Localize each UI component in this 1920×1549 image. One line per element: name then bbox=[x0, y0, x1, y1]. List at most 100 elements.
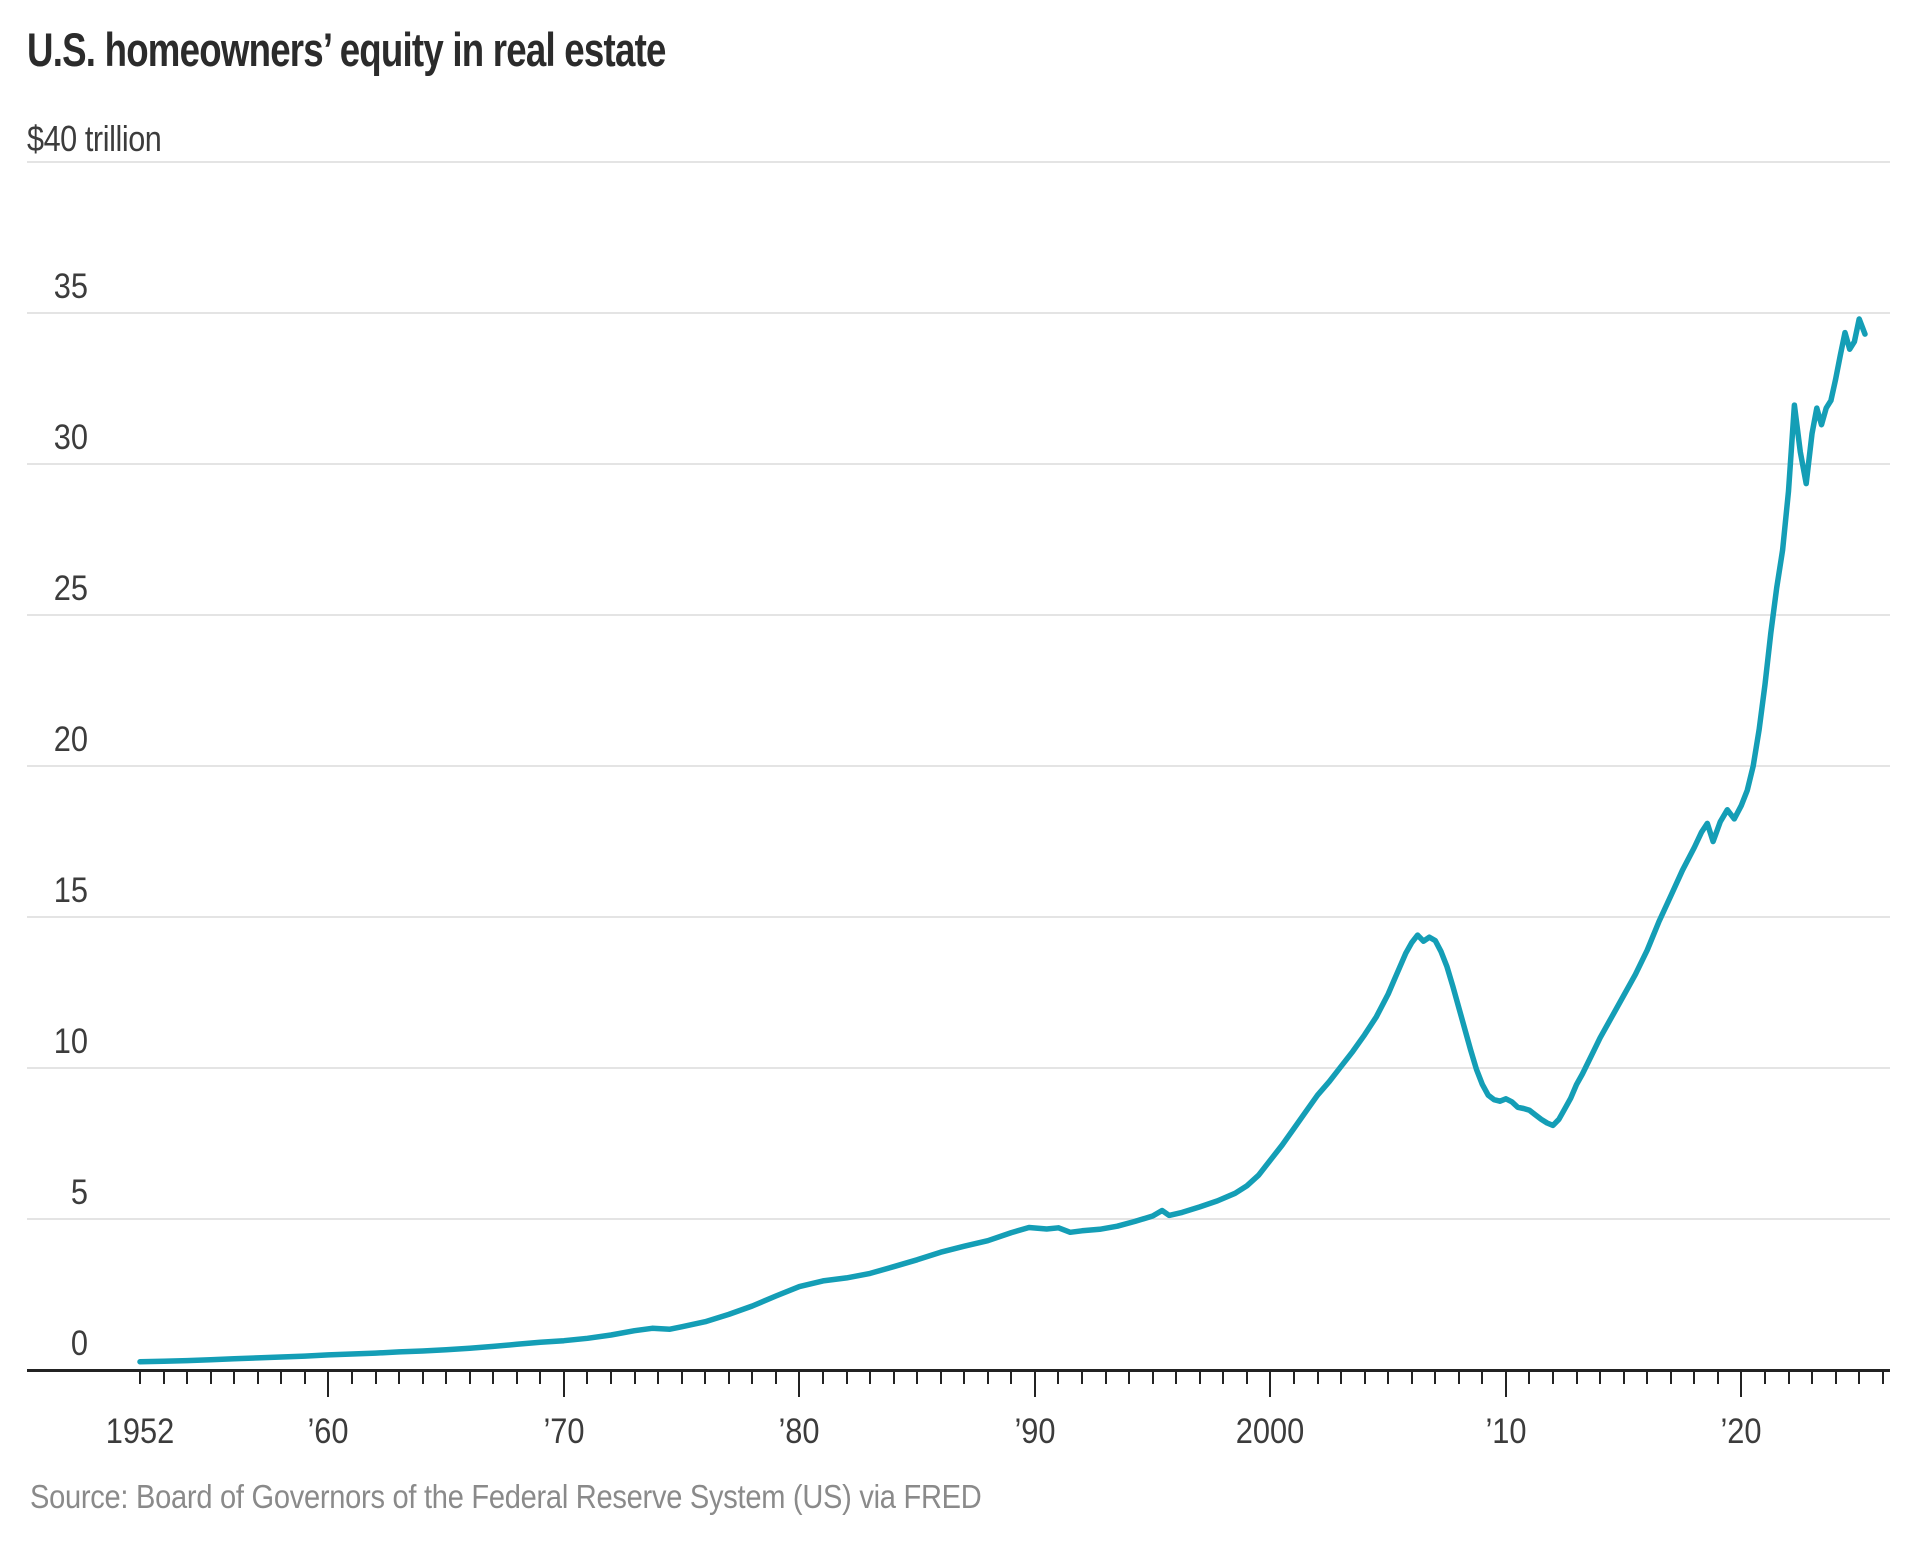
y-tick-label: 35 bbox=[53, 267, 88, 306]
gridline bbox=[27, 765, 1890, 767]
x-tick bbox=[186, 1372, 188, 1384]
y-tick-label: 0 bbox=[70, 1324, 88, 1363]
x-tick bbox=[1693, 1372, 1695, 1384]
x-tick bbox=[1105, 1372, 1107, 1384]
x-tick bbox=[163, 1372, 165, 1384]
x-tick bbox=[1458, 1372, 1460, 1384]
x-tick bbox=[469, 1372, 471, 1384]
source-note: Source: Board of Governors of the Federa… bbox=[30, 1478, 982, 1515]
x-tick bbox=[1788, 1372, 1790, 1384]
x-tick bbox=[233, 1372, 235, 1384]
x-tick bbox=[539, 1372, 541, 1384]
x-tick-label: ’80 bbox=[778, 1412, 820, 1451]
x-tick-label: ’70 bbox=[543, 1412, 585, 1451]
x-tick bbox=[1199, 1372, 1201, 1384]
x-tick bbox=[1505, 1372, 1507, 1397]
x-tick bbox=[1034, 1372, 1036, 1397]
x-tick bbox=[846, 1372, 848, 1384]
x-tick bbox=[1764, 1372, 1766, 1384]
x-tick bbox=[210, 1372, 212, 1384]
x-tick bbox=[681, 1372, 683, 1384]
x-tick bbox=[1646, 1372, 1648, 1384]
x-tick bbox=[1222, 1372, 1224, 1384]
gridline bbox=[27, 916, 1890, 918]
x-tick bbox=[987, 1372, 989, 1384]
x-tick bbox=[1081, 1372, 1083, 1384]
x-tick bbox=[798, 1372, 800, 1397]
x-axis-line bbox=[27, 1369, 1890, 1372]
x-tick bbox=[1858, 1372, 1860, 1384]
x-tick bbox=[280, 1372, 282, 1384]
x-tick bbox=[1623, 1372, 1625, 1384]
x-tick-label: 2000 bbox=[1235, 1412, 1305, 1451]
x-tick bbox=[751, 1372, 753, 1384]
x-tick bbox=[1246, 1372, 1248, 1384]
x-tick bbox=[445, 1372, 447, 1384]
x-tick bbox=[940, 1372, 942, 1384]
x-tick bbox=[1010, 1372, 1012, 1384]
x-tick bbox=[422, 1372, 424, 1384]
x-tick bbox=[1670, 1372, 1672, 1384]
x-tick bbox=[1128, 1372, 1130, 1384]
x-tick bbox=[257, 1372, 259, 1384]
x-tick bbox=[327, 1372, 329, 1397]
x-tick bbox=[657, 1372, 659, 1384]
x-tick bbox=[351, 1372, 353, 1384]
gridline bbox=[27, 463, 1890, 465]
x-tick bbox=[775, 1372, 777, 1384]
x-tick bbox=[1740, 1372, 1742, 1397]
x-tick bbox=[1057, 1372, 1059, 1384]
x-tick bbox=[375, 1372, 377, 1384]
x-tick bbox=[704, 1372, 706, 1384]
x-tick bbox=[1293, 1372, 1295, 1384]
x-tick bbox=[1387, 1372, 1389, 1384]
x-tick bbox=[563, 1372, 565, 1397]
x-tick bbox=[1434, 1372, 1436, 1384]
x-tick bbox=[398, 1372, 400, 1384]
x-tick bbox=[586, 1372, 588, 1384]
x-tick bbox=[1411, 1372, 1413, 1384]
gridline bbox=[27, 614, 1890, 616]
x-tick bbox=[893, 1372, 895, 1384]
x-tick bbox=[1576, 1372, 1578, 1384]
x-tick bbox=[634, 1372, 636, 1384]
x-tick bbox=[1481, 1372, 1483, 1384]
x-tick bbox=[728, 1372, 730, 1384]
x-tick bbox=[822, 1372, 824, 1384]
x-tick bbox=[1340, 1372, 1342, 1384]
y-tick-label: 15 bbox=[53, 871, 88, 910]
x-tick bbox=[304, 1372, 306, 1384]
x-tick bbox=[1811, 1372, 1813, 1384]
x-tick-label: ’10 bbox=[1485, 1412, 1527, 1451]
y-tick-label: 25 bbox=[53, 569, 88, 608]
x-tick bbox=[610, 1372, 612, 1384]
y-tick-label: 30 bbox=[53, 418, 88, 457]
gridline bbox=[27, 1067, 1890, 1069]
gridline bbox=[27, 312, 1890, 314]
equity-line bbox=[137, 316, 1868, 1365]
x-tick bbox=[1152, 1372, 1154, 1384]
x-tick bbox=[869, 1372, 871, 1384]
x-tick bbox=[1599, 1372, 1601, 1384]
x-tick bbox=[1364, 1372, 1366, 1384]
y-tick-label: 5 bbox=[70, 1173, 88, 1212]
x-tick bbox=[1882, 1372, 1884, 1384]
x-tick bbox=[1175, 1372, 1177, 1384]
x-tick bbox=[1835, 1372, 1837, 1384]
gridline bbox=[27, 1218, 1890, 1220]
x-tick bbox=[1528, 1372, 1530, 1384]
x-tick bbox=[1717, 1372, 1719, 1384]
x-tick bbox=[139, 1372, 141, 1384]
x-tick bbox=[1317, 1372, 1319, 1384]
x-tick bbox=[963, 1372, 965, 1384]
chart-title: U.S. homeowners’ equity in real estate bbox=[27, 23, 666, 76]
x-tick bbox=[916, 1372, 918, 1384]
x-tick bbox=[1269, 1372, 1271, 1397]
x-tick-label: ’20 bbox=[1720, 1412, 1762, 1451]
x-tick-label: ’90 bbox=[1014, 1412, 1056, 1451]
gridline bbox=[27, 161, 1890, 163]
y-axis-top-label: $40 trillion bbox=[27, 118, 162, 159]
x-tick bbox=[1552, 1372, 1554, 1384]
